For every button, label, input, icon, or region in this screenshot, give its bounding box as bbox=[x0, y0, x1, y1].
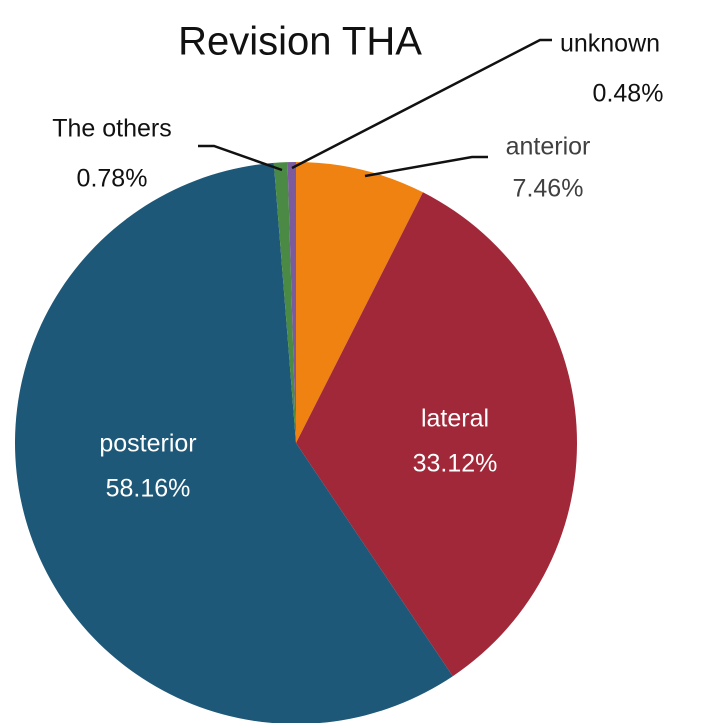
slice-value-label: 0.48% bbox=[593, 80, 664, 108]
slice-label: posterior bbox=[99, 430, 196, 458]
leader-line bbox=[291, 38, 552, 170]
slice-value-label: 58.16% bbox=[106, 475, 191, 503]
slice-value-label: 33.12% bbox=[413, 450, 498, 478]
slice-label: The others bbox=[52, 115, 172, 143]
pie-slice bbox=[273, 162, 296, 443]
slice-label: anterior bbox=[506, 133, 591, 161]
slice-value-label: 0.78% bbox=[77, 165, 148, 193]
leader-line bbox=[198, 144, 283, 172]
leader-line bbox=[364, 155, 488, 178]
slice-label: unknown bbox=[560, 30, 660, 58]
slice-label: lateral bbox=[421, 405, 489, 433]
pie-slice bbox=[287, 162, 296, 443]
pie-slice bbox=[296, 192, 577, 677]
pie-slice bbox=[15, 162, 453, 723]
chart-title: Revision THA bbox=[178, 20, 422, 64]
slice-value-label: 7.46% bbox=[513, 175, 584, 203]
pie-slice bbox=[296, 162, 423, 443]
